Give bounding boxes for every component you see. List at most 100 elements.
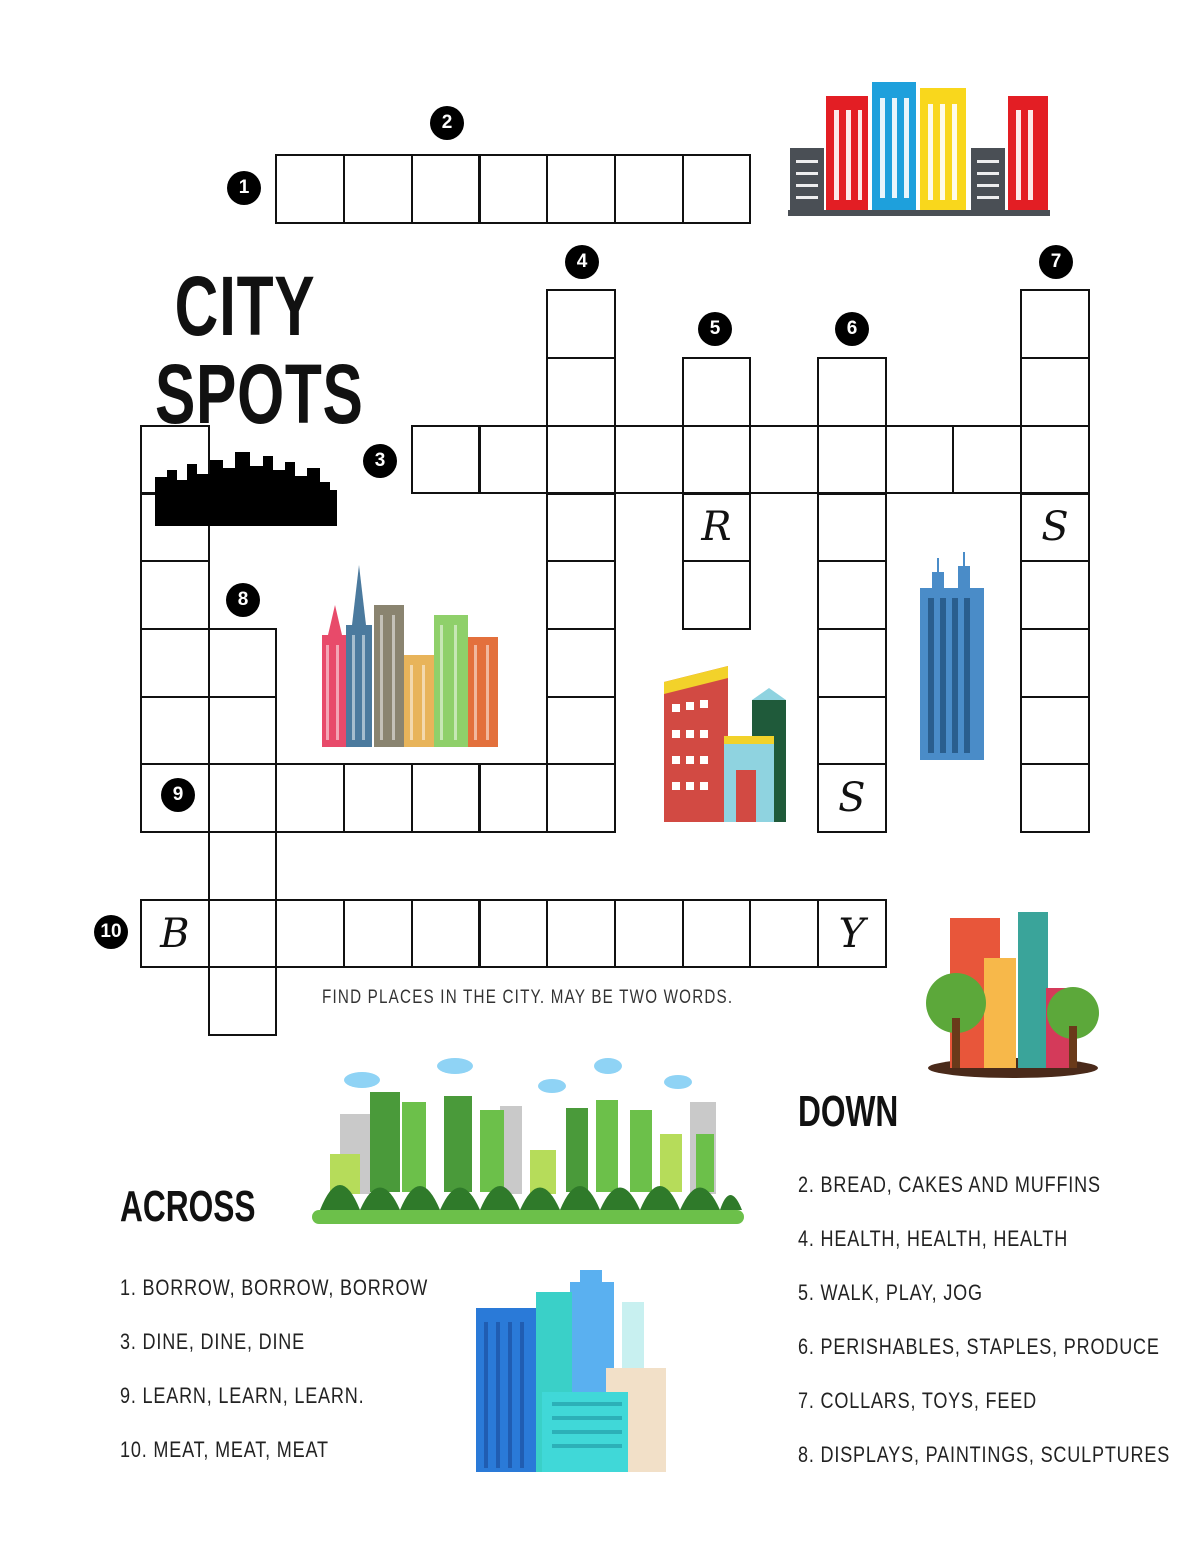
clue-across-9: 9. LEARN, LEARN, LEARN. — [120, 1383, 365, 1408]
crossword-cell[interactable] — [952, 424, 1023, 495]
crossword-cell[interactable]: S — [1020, 492, 1090, 563]
puzzle-title: CITY SPOTS — [155, 259, 364, 441]
crossword-cell[interactable] — [140, 695, 210, 766]
given-letter: S — [1041, 504, 1069, 551]
given-letter: S — [838, 775, 866, 822]
instructions: FIND PLACES IN THE CITY. MAY BE TWO WORD… — [322, 987, 734, 1008]
crossword-cell[interactable] — [140, 627, 210, 698]
crossword-cell[interactable] — [207, 627, 278, 698]
crossword-cell[interactable] — [207, 831, 278, 901]
down-clues: 2. BREAD, CAKES AND MUFFINS 4. HEALTH, H… — [798, 1172, 1200, 1496]
crossword-cell[interactable] — [1020, 560, 1090, 630]
clue-down-6: 6. PERISHABLES, STAPLES, PRODUCE — [798, 1334, 1160, 1359]
clue-number-badge: 5 — [698, 312, 732, 346]
crossword-cell[interactable] — [817, 627, 887, 698]
crossword-cell[interactable]: S — [817, 763, 887, 833]
crossword-cell[interactable] — [817, 357, 887, 427]
colorful-buildings-illustration — [788, 82, 1050, 216]
blue-tower-illustration — [920, 552, 984, 760]
clue-down-4: 4. HEALTH, HEALTH, HEALTH — [798, 1226, 1069, 1251]
crossword-cell[interactable]: Y — [817, 898, 887, 969]
crossword-cell[interactable] — [207, 695, 278, 766]
crossword-cell[interactable] — [817, 492, 887, 563]
cartoon-buildings-illustration — [664, 666, 786, 822]
clue-down-5: 5. WALK, PLAY, JOG — [798, 1280, 983, 1305]
crossword-cell[interactable] — [1020, 289, 1090, 360]
crossword-cell[interactable] — [613, 898, 684, 969]
crossword-cell[interactable] — [275, 154, 346, 224]
crossword-cell[interactable] — [207, 898, 278, 969]
crossword-cell[interactable] — [613, 424, 684, 495]
green-city-park-illustration — [312, 1058, 744, 1224]
crossword-cell[interactable] — [817, 424, 887, 495]
buildings-with-trees-illustration — [926, 912, 1099, 1078]
crossword-cell[interactable] — [681, 154, 752, 224]
crossword-cell[interactable] — [275, 898, 346, 969]
crossword-cell[interactable] — [817, 695, 887, 766]
crossword-cell[interactable] — [140, 560, 210, 630]
crossword-cell[interactable] — [546, 289, 616, 360]
crossword-cell[interactable] — [343, 154, 413, 224]
crossword-cell[interactable] — [410, 763, 481, 833]
crossword-cell[interactable] — [478, 424, 549, 495]
crossword-cell[interactable] — [410, 898, 481, 969]
crossword-cell[interactable]: R — [681, 492, 752, 563]
crossword-cell[interactable] — [478, 154, 549, 224]
clue-number-badge: 8 — [226, 583, 260, 617]
crossword-cell[interactable] — [546, 424, 616, 495]
clue-number-badge: 6 — [835, 312, 869, 346]
crossword-cell[interactable] — [884, 424, 955, 495]
clue-number-badge: 4 — [565, 245, 599, 279]
crossword-cell[interactable] — [207, 763, 278, 833]
given-letter: B — [160, 910, 190, 957]
crossword-cell[interactable] — [546, 898, 616, 969]
crossword-cell[interactable] — [681, 560, 752, 630]
crossword-cell[interactable] — [207, 966, 278, 1037]
clue-across-10: 10. MEAT, MEAT, MEAT — [120, 1437, 329, 1462]
title-line-2: SPOTS — [155, 347, 364, 441]
clue-down-2: 2. BREAD, CAKES AND MUFFINS — [798, 1172, 1101, 1197]
skyline-silhouette-icon — [155, 452, 337, 526]
given-letter: R — [701, 504, 732, 551]
crossword-cell[interactable] — [681, 898, 752, 969]
crossword-cell[interactable] — [749, 898, 819, 969]
crossword-cell[interactable] — [546, 763, 616, 833]
crossword-cell[interactable] — [817, 560, 887, 630]
clue-number-badge: 1 — [227, 171, 261, 205]
crossword-cell[interactable] — [1020, 695, 1090, 766]
crossword-cell[interactable]: B — [140, 898, 210, 969]
clue-down-8: 8. DISPLAYS, PAINTINGS, SCULPTURES — [798, 1442, 1171, 1467]
crossword-cell[interactable] — [749, 424, 819, 495]
clue-down-7: 7. COLLARS, TOYS, FEED — [798, 1388, 1037, 1413]
crossword-cell[interactable] — [546, 695, 616, 766]
crossword-cell[interactable] — [546, 492, 616, 563]
crossword-cell[interactable] — [478, 898, 549, 969]
crossword-cell[interactable] — [546, 627, 616, 698]
crossword-cell[interactable] — [343, 763, 413, 833]
clue-number-badge: 2 — [430, 106, 464, 140]
clue-across-3: 3. DINE, DINE, DINE — [120, 1329, 305, 1354]
clue-number-badge: 9 — [161, 778, 195, 812]
blue-skyscrapers-illustration — [476, 1270, 666, 1472]
clue-across-1: 1. BORROW, BORROW, BORROW — [120, 1275, 429, 1300]
crossword-cell[interactable] — [478, 763, 549, 833]
crossword-cell[interactable] — [410, 154, 481, 224]
crossword-cell[interactable] — [546, 560, 616, 630]
title-line-1: CITY — [174, 259, 316, 353]
clue-number-badge: 10 — [94, 915, 128, 949]
crossword-cell[interactable] — [1020, 424, 1090, 495]
crossword-cell[interactable] — [343, 898, 413, 969]
across-clues: 1. BORROW, BORROW, BORROW 3. DINE, DINE,… — [120, 1275, 496, 1491]
crossword-cell[interactable] — [681, 424, 752, 495]
crossword-cell[interactable] — [1020, 763, 1090, 833]
clue-number-badge: 3 — [363, 444, 397, 478]
crossword-cell[interactable] — [546, 357, 616, 427]
crossword-cell[interactable] — [681, 357, 752, 427]
crossword-cell[interactable] — [275, 763, 346, 833]
crossword-cell[interactable] — [410, 424, 481, 495]
crossword-cell[interactable] — [613, 154, 684, 224]
crossword-cell[interactable] — [546, 154, 616, 224]
crossword-cell[interactable] — [1020, 627, 1090, 698]
given-letter: Y — [838, 910, 866, 957]
crossword-cell[interactable] — [1020, 357, 1090, 427]
